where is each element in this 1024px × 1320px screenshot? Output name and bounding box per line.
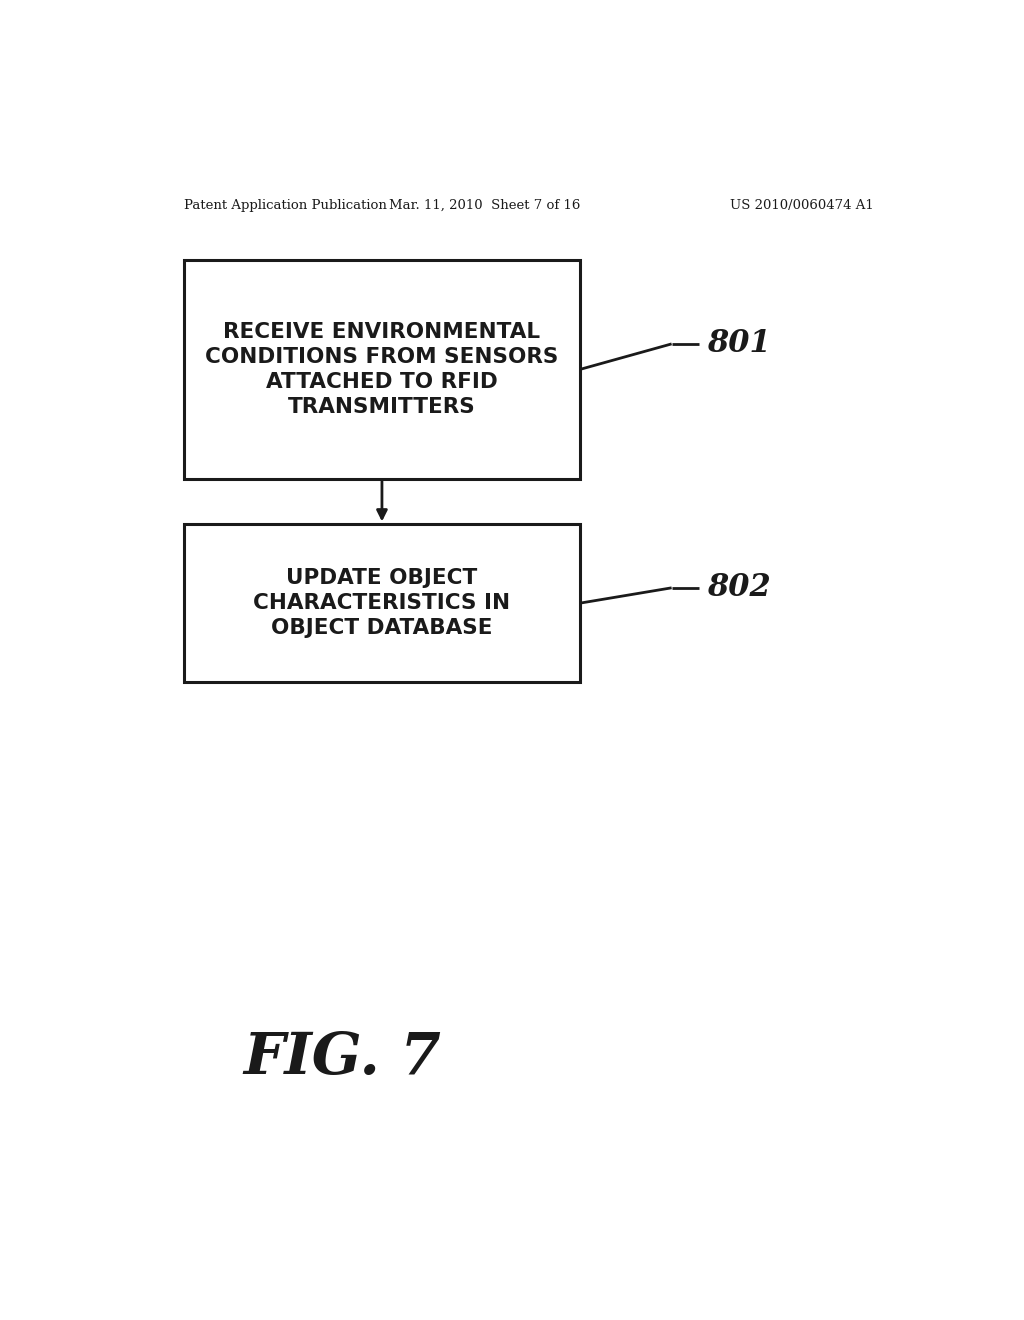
Text: 801: 801	[708, 329, 771, 359]
Text: 802: 802	[708, 573, 771, 603]
Bar	[183, 524, 581, 682]
Text: Mar. 11, 2010  Sheet 7 of 16: Mar. 11, 2010 Sheet 7 of 16	[389, 198, 581, 211]
Text: US 2010/0060474 A1: US 2010/0060474 A1	[730, 198, 873, 211]
Text: FIG. 7: FIG. 7	[244, 1030, 441, 1086]
Text: RECEIVE ENVIRONMENTAL
CONDITIONS FROM SENSORS
ATTACHED TO RFID
TRANSMITTERS: RECEIVE ENVIRONMENTAL CONDITIONS FROM SE…	[205, 322, 559, 417]
Text: Patent Application Publication: Patent Application Publication	[183, 198, 386, 211]
Bar	[183, 260, 581, 479]
Text: UPDATE OBJECT
CHARACTERISTICS IN
OBJECT DATABASE: UPDATE OBJECT CHARACTERISTICS IN OBJECT …	[253, 569, 511, 638]
